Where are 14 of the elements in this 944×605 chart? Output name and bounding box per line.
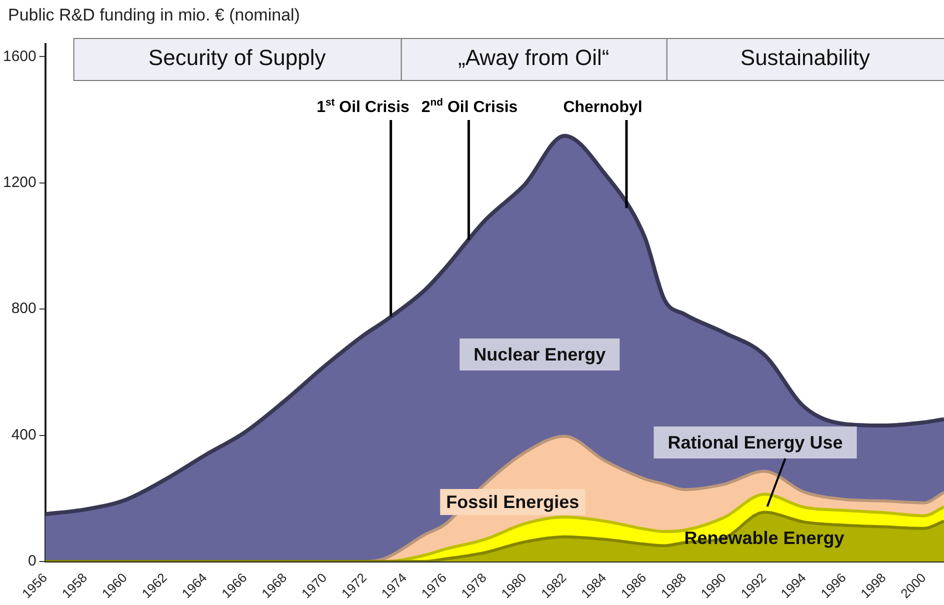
y-axis-title: Public R&D funding in mio. € (nominal)	[8, 6, 300, 25]
series-label: Fossil Energies	[446, 492, 580, 512]
band-label: Sustainability	[740, 45, 870, 70]
series-label: Nuclear Energy	[474, 344, 606, 364]
series-label: Renewable Energy	[684, 528, 844, 548]
text: Rational Energy Use	[668, 432, 843, 452]
y-tick-label: 0	[28, 552, 36, 570]
y-tick-label: 1600	[2, 48, 36, 65]
y-tick-label: 400	[11, 426, 36, 444]
band-label: Security of Supply	[148, 45, 326, 70]
band-label: „Away from Oil“	[458, 45, 610, 70]
ref-line-label: Chernobyl	[563, 99, 642, 116]
y-tick-label: 800	[11, 300, 36, 318]
y-tick-label: 1200	[2, 174, 36, 191]
